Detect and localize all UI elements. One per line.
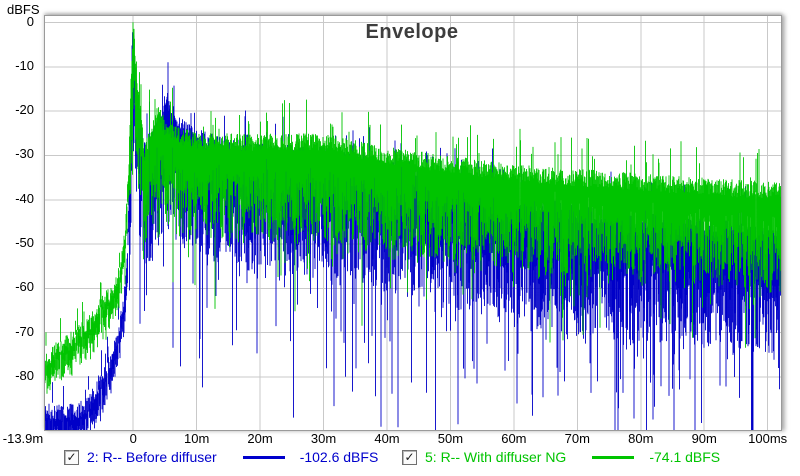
trace-with-diffuser: [45, 22, 781, 394]
x-tick-label: 70m: [564, 431, 590, 446]
y-tick-label: -40: [15, 190, 34, 206]
x-tick-label: 50m: [437, 431, 464, 446]
x-tick-label: 0: [129, 431, 137, 446]
legend-line-sample-blue: [242, 455, 285, 459]
checkbox-before-diffuser[interactable]: ✓: [64, 449, 79, 465]
envelope-plot[interactable]: [45, 16, 781, 430]
legend-label-before-diffuser: 2: R-- Before diffuser: [87, 449, 217, 465]
y-tick-label: -50: [15, 235, 34, 251]
x-tick-label: 10m: [183, 431, 210, 446]
x-tick-label: 100ms: [748, 431, 788, 446]
x-tick-label: 60m: [501, 431, 527, 446]
x-tick-label: 90m: [691, 431, 717, 446]
y-tick-label: -60: [15, 279, 34, 295]
x-tick-label: 20m: [247, 431, 273, 446]
legend-label-with-diffuser: 5: R-- With diffuser NG: [425, 449, 567, 465]
x-tick-label: 40m: [374, 431, 400, 446]
y-axis-unit-label: dBFS: [7, 2, 40, 17]
y-tick-label: -10: [15, 57, 34, 73]
y-tick-label: 0: [26, 13, 34, 29]
y-tick-label: -80: [15, 367, 34, 383]
legend-value-with-diffuser: -74.1 dBFS: [649, 449, 721, 465]
legend-item-before-diffuser: ✓ 2: R-- Before diffuser -102.6 dBFS: [64, 448, 378, 466]
legend-item-with-diffuser: ✓ 5: R-- With diffuser NG -74.1 dBFS: [402, 448, 720, 466]
y-tick-label: -70: [15, 323, 34, 339]
x-tick-label: 30m: [310, 431, 337, 446]
x-tick-label: 80m: [628, 431, 654, 446]
checkbox-with-diffuser[interactable]: ✓: [402, 449, 417, 465]
plot-frame: [44, 15, 782, 431]
legend-line-sample-green: [592, 455, 635, 459]
y-tick-label: -20: [15, 102, 34, 118]
legend-value-before-diffuser: -102.6 dBFS: [299, 449, 379, 465]
x-tick-label: -13.9m: [2, 431, 44, 446]
y-tick-label: -30: [15, 146, 34, 162]
